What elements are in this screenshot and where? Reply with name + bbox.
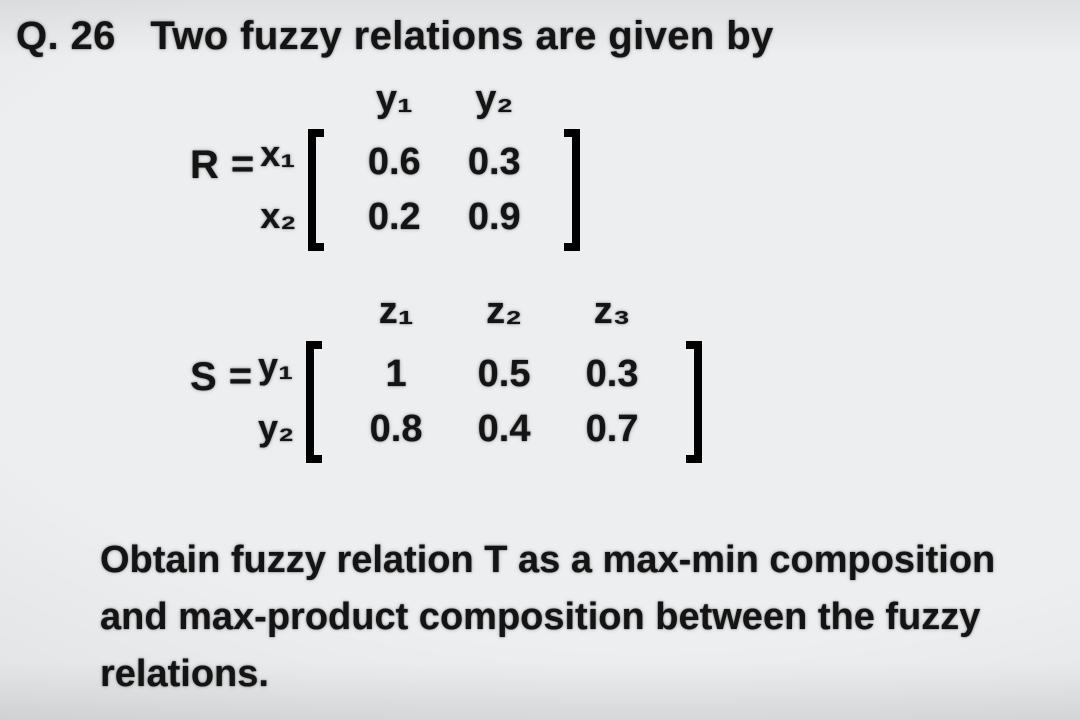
cell: 1 bbox=[342, 347, 450, 402]
col-label: y₁ bbox=[344, 78, 444, 121]
cell: 0.6 bbox=[344, 135, 444, 190]
col-label: y₂ bbox=[444, 78, 544, 121]
page: Q. 26 Two fuzzy relations are given by R… bbox=[0, 0, 1080, 720]
matrix-S-cells: 1 0.5 0.3 0.8 0.4 0.7 bbox=[328, 341, 680, 463]
matrix-R-cells-wrap: 0.6 0.3 0.2 0.9 bbox=[308, 129, 580, 251]
cell: 0.3 bbox=[444, 135, 544, 190]
question-heading: Q. 26 Two fuzzy relations are given by bbox=[16, 14, 774, 59]
row-label: y₁ bbox=[258, 340, 294, 392]
left-bracket-icon bbox=[306, 341, 328, 463]
matrix-R-col-labels: y₁ y₂ bbox=[344, 78, 544, 121]
cell: 0.9 bbox=[444, 190, 544, 245]
equals-sign: = bbox=[231, 142, 254, 187]
matrix-R-row-labels: x₁ x₂ bbox=[260, 123, 296, 247]
cell: 0.2 bbox=[344, 190, 444, 245]
cell: 0.5 bbox=[450, 347, 558, 402]
closing-line: and max-product composition between the … bbox=[100, 596, 980, 638]
left-bracket-icon bbox=[308, 129, 330, 251]
closing-line: Obtain fuzzy relation T as a max-min com… bbox=[100, 539, 995, 581]
matrix-R-label: R bbox=[190, 145, 219, 185]
matrix-S: S = y₁ y₂ z₁ z₂ z₃ 1 0.5 0.3 0.8 0.4 0.7 bbox=[190, 290, 702, 463]
equals-sign: = bbox=[229, 354, 252, 399]
row-label: x₂ bbox=[260, 190, 296, 242]
right-bracket-icon bbox=[680, 341, 702, 463]
matrix-S-body: z₁ z₂ z₃ 1 0.5 0.3 0.8 0.4 0.7 bbox=[306, 290, 702, 463]
cell: 0.8 bbox=[342, 402, 450, 457]
matrix-S-cells-wrap: 1 0.5 0.3 0.8 0.4 0.7 bbox=[306, 341, 702, 463]
matrix-R: R = x₁ x₂ y₁ y₂ 0.6 0.3 0.2 0.9 bbox=[190, 78, 580, 251]
col-label: z₂ bbox=[450, 290, 558, 333]
closing-line: relations. bbox=[100, 653, 269, 695]
cell: 0.4 bbox=[450, 402, 558, 457]
matrix-S-col-labels: z₁ z₂ z₃ bbox=[342, 290, 666, 333]
matrix-S-label: S bbox=[190, 357, 217, 397]
matrix-R-cells: 0.6 0.3 0.2 0.9 bbox=[330, 129, 558, 251]
closing-text: Obtain fuzzy relation T as a max-min com… bbox=[100, 532, 1064, 703]
question-number: Q. 26 bbox=[16, 14, 116, 58]
heading-text: Two fuzzy relations are given by bbox=[150, 14, 773, 58]
col-label: z₃ bbox=[558, 290, 666, 333]
cell: 0.3 bbox=[558, 347, 666, 402]
matrix-R-body: y₁ y₂ 0.6 0.3 0.2 0.9 bbox=[308, 78, 580, 251]
right-bracket-icon bbox=[558, 129, 580, 251]
row-label: x₁ bbox=[260, 128, 296, 180]
matrix-S-row-labels: y₁ y₂ bbox=[258, 335, 294, 459]
row-label: y₂ bbox=[258, 402, 294, 454]
cell: 0.7 bbox=[558, 402, 666, 457]
col-label: z₁ bbox=[342, 290, 450, 333]
